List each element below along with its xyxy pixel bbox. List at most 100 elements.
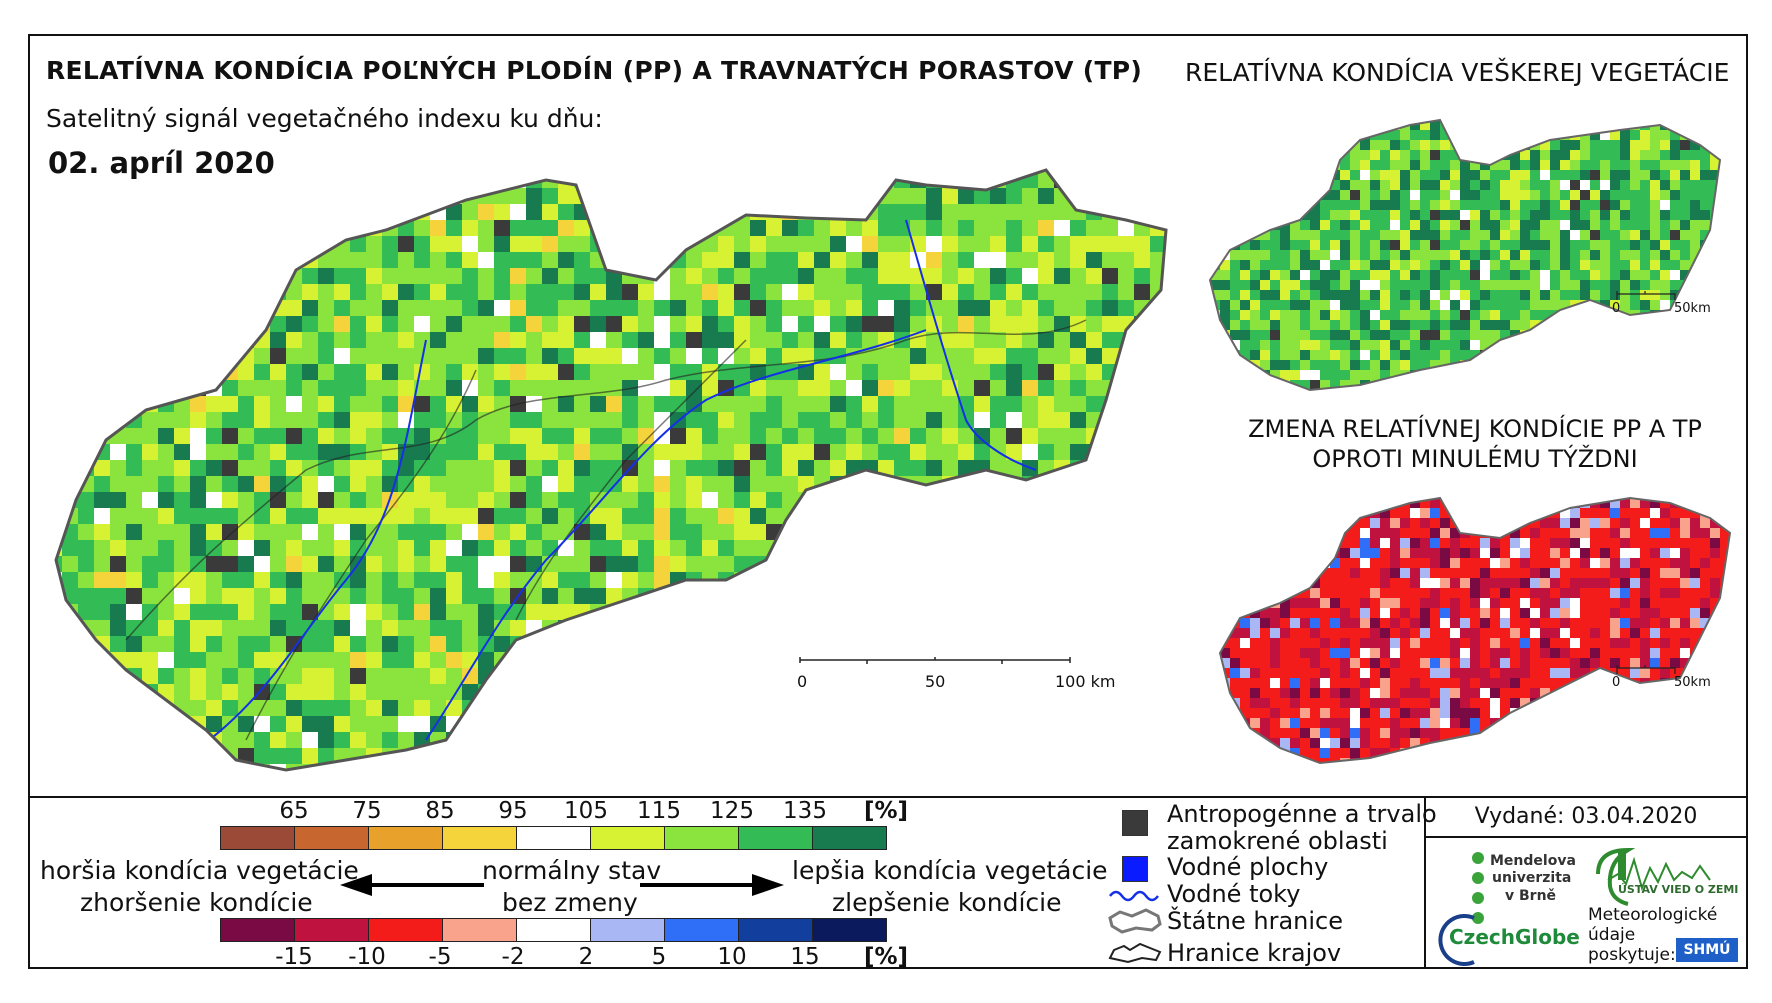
raster-cell — [1022, 204, 1038, 220]
raster-cell — [1700, 200, 1710, 210]
raster-cell — [1038, 412, 1054, 428]
raster-cell — [846, 620, 862, 636]
raster-cell — [974, 170, 990, 172]
raster-cell — [958, 220, 974, 236]
raster-cell — [1510, 518, 1520, 528]
raster-cell — [654, 572, 670, 588]
raster-cell — [110, 204, 126, 220]
raster-cell — [1400, 380, 1410, 390]
raster-cell — [750, 268, 766, 284]
raster-cell — [1460, 240, 1470, 250]
raster-cell — [1240, 280, 1250, 290]
raster-cell — [1230, 250, 1240, 260]
raster-cell — [1410, 290, 1420, 300]
inset-top-title: RELATÍVNA KONDÍCIA VEŠKEREJ VEGETÁCIE — [1185, 58, 1730, 87]
raster-cell — [782, 604, 798, 620]
raster-cell — [862, 748, 878, 764]
raster-cell — [1150, 636, 1166, 652]
raster-cell — [766, 188, 782, 204]
raster-cell — [414, 524, 430, 540]
raster-cell — [574, 380, 590, 396]
raster-cell — [1350, 498, 1360, 508]
raster-cell — [78, 316, 94, 332]
raster-cell — [526, 364, 542, 380]
raster-cell — [1580, 140, 1590, 150]
raster-cell — [1134, 748, 1150, 764]
raster-cell — [878, 236, 894, 252]
raster-cell — [1540, 200, 1550, 210]
raster-cell — [78, 236, 94, 252]
raster-cell — [398, 476, 414, 492]
raster-cell — [1134, 140, 1150, 156]
raster-cell — [798, 524, 814, 540]
raster-cell — [1690, 220, 1700, 230]
raster-cell — [1240, 350, 1250, 360]
raster-cell — [1022, 236, 1038, 252]
raster-cell — [1480, 300, 1490, 310]
raster-cell — [414, 300, 430, 316]
raster-cell — [238, 364, 254, 380]
raster-cell — [830, 716, 846, 732]
raster-cell — [1620, 280, 1630, 290]
raster-cell — [398, 700, 414, 716]
raster-cell — [1630, 528, 1640, 538]
raster-cell — [1500, 170, 1510, 180]
raster-cell — [1200, 270, 1210, 280]
raster-cell — [1420, 270, 1430, 280]
raster-cell — [526, 588, 542, 604]
raster-cell — [1350, 220, 1360, 230]
raster-cell — [1220, 110, 1230, 120]
raster-cell — [1510, 498, 1520, 508]
raster-cell — [734, 268, 750, 284]
raster-cell — [702, 508, 718, 524]
raster-cell — [990, 188, 1006, 204]
raster-cell — [734, 460, 750, 476]
raster-cell — [926, 764, 942, 770]
raster-cell — [1102, 700, 1118, 716]
raster-cell — [1250, 250, 1260, 260]
raster-cell — [1270, 230, 1280, 240]
raster-cell — [334, 668, 350, 684]
raster-cell — [56, 204, 62, 220]
raster-cell — [222, 140, 238, 156]
raster-cell — [1166, 156, 1182, 172]
raster-cell — [126, 140, 142, 156]
raster-cell — [222, 332, 238, 348]
raster-cell — [1330, 150, 1340, 160]
raster-cell — [1400, 150, 1410, 160]
raster-cell — [894, 380, 910, 396]
raster-cell — [334, 268, 350, 284]
raster-cell — [574, 348, 590, 364]
raster-cell — [1320, 260, 1330, 270]
raster-cell — [1660, 558, 1670, 568]
raster-cell — [1250, 320, 1260, 330]
raster-cell — [142, 668, 158, 684]
raster-cell — [1510, 240, 1520, 250]
raster-cell — [590, 396, 606, 412]
raster-cell — [238, 316, 254, 332]
raster-cell — [814, 316, 830, 332]
raster-cell — [1250, 568, 1260, 578]
raster-cell — [846, 268, 862, 284]
raster-cell — [926, 444, 942, 460]
raster-cell — [894, 316, 910, 332]
raster-cell — [1270, 340, 1280, 350]
raster-cell — [1022, 604, 1038, 620]
raster-cell — [1118, 188, 1134, 204]
raster-cell — [414, 492, 430, 508]
raster-cell — [142, 316, 158, 332]
raster-cell — [62, 476, 78, 492]
raster-cell — [1470, 538, 1480, 548]
raster-cell — [126, 700, 142, 716]
raster-cell — [1022, 700, 1038, 716]
raster-cell — [1290, 360, 1300, 370]
raster-cell — [558, 652, 574, 668]
raster-cell — [654, 620, 670, 636]
raster-cell — [1510, 488, 1520, 498]
raster-cell — [510, 188, 526, 204]
raster-cell — [1210, 400, 1220, 410]
raster-cell — [1134, 556, 1150, 572]
raster-cell — [1630, 110, 1640, 120]
raster-cell — [1200, 160, 1210, 170]
raster-cell — [398, 300, 414, 316]
